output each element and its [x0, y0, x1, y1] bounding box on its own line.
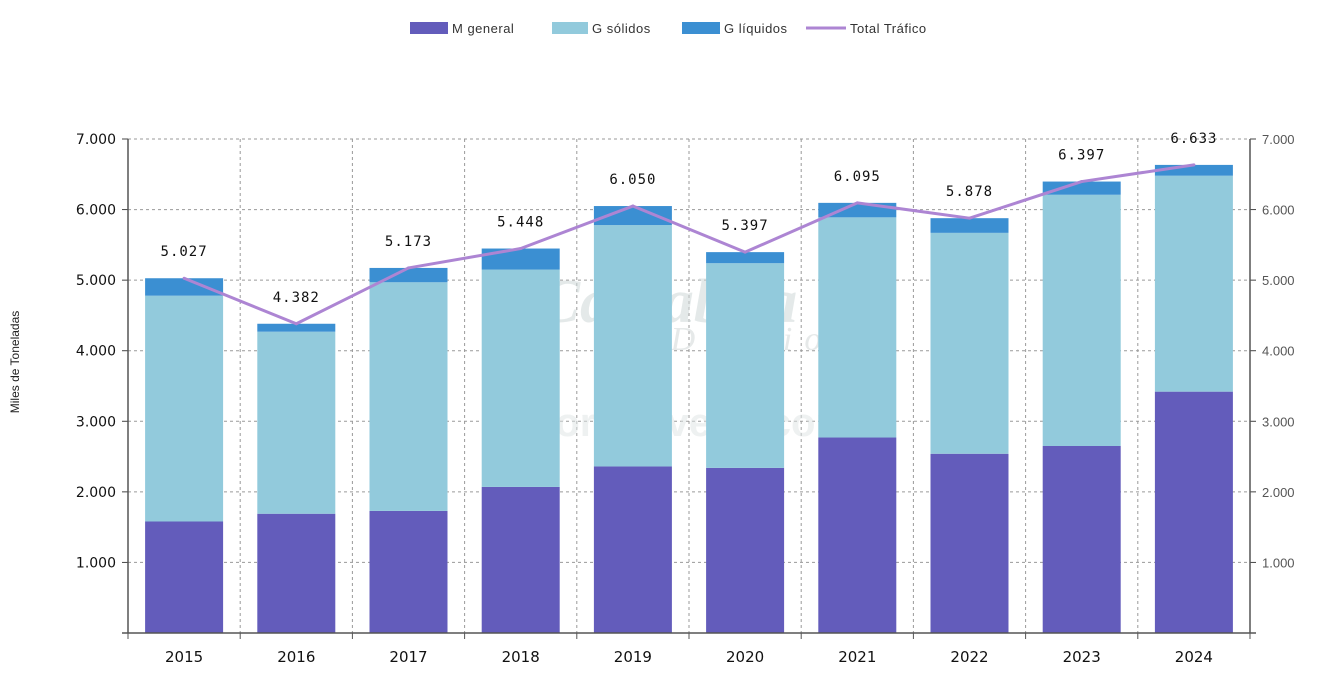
bar-g-liquidos-2019 [593, 206, 672, 226]
bar-m-general-2022 [930, 453, 1009, 633]
y-tick-label: 4.000 [76, 344, 116, 360]
y-tick-label: 1.000 [76, 555, 116, 571]
bar-g-solidos-2016 [257, 331, 336, 514]
y2-tick-label: 4.000 [1262, 344, 1295, 359]
bar-g-solidos-2020 [706, 263, 785, 468]
x-tick-label: 2023 [1063, 648, 1101, 666]
y2-tick-label: 2.000 [1262, 485, 1295, 500]
bar-m-general-2020 [706, 467, 785, 633]
legend: M general G sólidos G líquidos Total Tráfic… [410, 21, 927, 36]
total-point-2016 [294, 322, 298, 326]
data-label-2023: 6.397 [1058, 148, 1105, 164]
data-label-2016: 4.382 [273, 290, 320, 306]
y-tick-label: 6.000 [76, 203, 116, 219]
bar-g-solidos-2017 [369, 282, 448, 511]
bar-m-general-2016 [257, 513, 336, 633]
data-label-2019: 6.050 [609, 172, 656, 188]
bar-g-liquidos-2022 [930, 218, 1009, 233]
axes: 1.000 1.000 2.000 2.000 3.000 3.000 4.000 4.000… [76, 132, 1295, 666]
legend-g-liquidos-swatch [682, 22, 720, 34]
bar-g-solidos-2019 [593, 225, 672, 467]
bar-m-general-2021 [818, 437, 897, 633]
y2-tick-label: 7.000 [1262, 132, 1295, 147]
y-tick-label: 3.000 [76, 414, 116, 430]
total-point-2023 [1080, 180, 1084, 184]
y2-tick-label: 5.000 [1262, 273, 1295, 288]
data-label-2015: 5.027 [161, 244, 208, 260]
bar-g-liquidos-2020 [706, 252, 785, 264]
y-tick-label: 7.000 [76, 132, 116, 148]
x-tick-label: 2020 [726, 648, 764, 666]
bar-m-general-2015 [145, 521, 224, 633]
bar-m-general-2023 [1042, 445, 1121, 633]
total-point-2015 [182, 276, 186, 280]
bar-g-liquidos-2023 [1042, 181, 1121, 195]
total-point-2022 [968, 216, 971, 220]
data-label-2017: 5.173 [385, 234, 432, 250]
data-labels: 5.027 4.382 5.173 5.448 6.050 5.397 6.095 5.878… [161, 131, 1217, 306]
total-point-2024 [1192, 163, 1196, 167]
y-axis-label: Miles de Toneladas [8, 311, 22, 414]
x-tick-label: 2018 [502, 648, 540, 666]
data-label-2020: 5.397 [722, 218, 769, 234]
y2-tick-label: 1.000 [1262, 555, 1295, 570]
bar-m-general-2018 [481, 486, 560, 633]
data-label-2024: 6.633 [1170, 131, 1217, 147]
bar-g-solidos-2015 [145, 295, 224, 522]
x-tick-label: 2015 [165, 648, 203, 666]
legend-g-liquidos-label: G líquidos [724, 21, 788, 36]
x-tick-label: 2024 [1175, 648, 1213, 666]
total-point-2018 [519, 247, 523, 251]
x-tick-label: 2021 [838, 648, 876, 666]
total-point-2017 [407, 266, 410, 270]
total-line [182, 163, 1196, 326]
legend-total-trafico-label: Total Tráfico [850, 21, 927, 36]
bar-g-solidos-2024 [1154, 175, 1233, 392]
y-tick-label: 2.000 [76, 485, 116, 501]
data-label-2018: 5.448 [497, 215, 544, 231]
legend-g-solidos-label: G sólidos [592, 21, 651, 36]
bar-g-liquidos-2024 [1154, 164, 1233, 176]
bar-g-solidos-2021 [818, 217, 897, 438]
bar-g-solidos-2023 [1042, 194, 1121, 446]
bar-g-liquidos-2015 [145, 278, 224, 296]
bar-m-general-2017 [369, 510, 448, 633]
y2-tick-label: 6.000 [1262, 203, 1295, 218]
data-label-2022: 5.878 [946, 184, 993, 200]
total-point-2019 [631, 204, 635, 208]
x-tick-label: 2017 [389, 648, 427, 666]
y-tick-label: 5.000 [76, 273, 116, 289]
bar-g-liquidos-2016 [257, 323, 336, 332]
data-label-2021: 6.095 [834, 169, 881, 185]
bar-m-general-2019 [593, 466, 672, 633]
x-tick-label: 2022 [950, 648, 988, 666]
bar-g-liquidos-2018 [481, 248, 560, 270]
legend-g-solidos-swatch [552, 22, 588, 34]
x-tick-label: 2016 [277, 648, 315, 666]
bar-g-solidos-2018 [481, 269, 560, 487]
y2-tick-label: 3.000 [1262, 414, 1295, 429]
total-point-2020 [743, 250, 747, 254]
bar-g-solidos-2022 [930, 232, 1009, 454]
x-tick-label: 2019 [614, 648, 652, 666]
legend-m-general-label: M general [452, 21, 514, 36]
total-point-2021 [855, 201, 859, 205]
legend-m-general-swatch [410, 22, 448, 34]
bars [145, 164, 1233, 633]
bar-m-general-2024 [1154, 391, 1233, 633]
total-trafico-line [183, 163, 1195, 326]
